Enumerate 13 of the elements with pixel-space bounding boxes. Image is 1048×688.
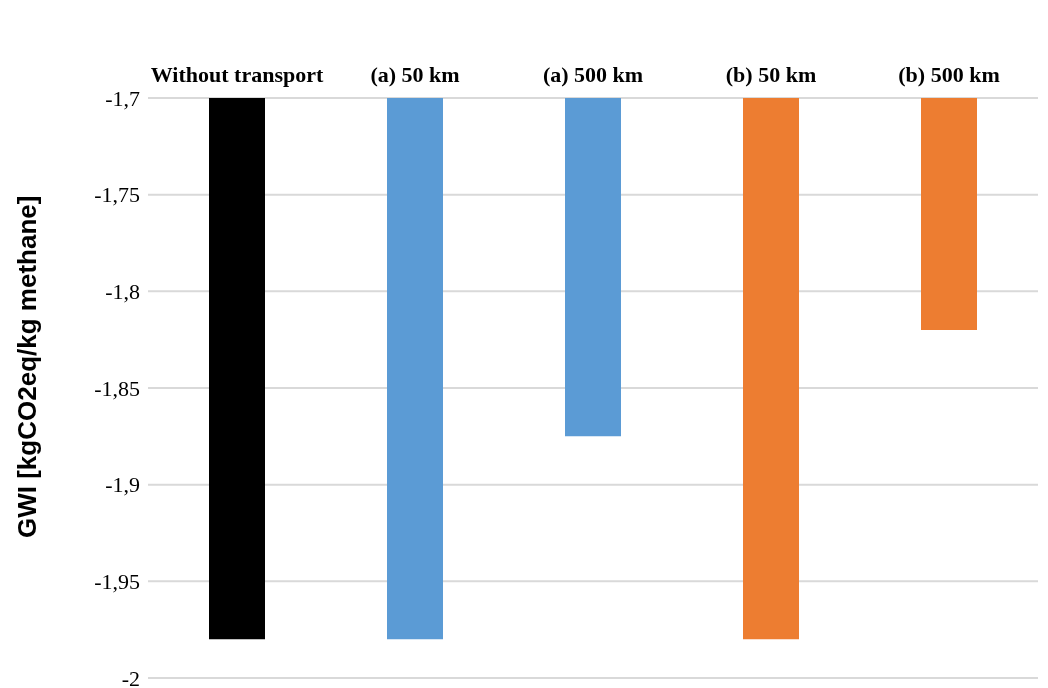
y-axis-title: GWI [kgCO2eq/kg methane] [12, 195, 43, 538]
y-tick-label: -1,9 [105, 472, 140, 498]
x-tick-label: (b) 500 km [898, 62, 1000, 87]
x-tick-label: (a) 50 km [370, 62, 460, 87]
y-tick-label: -1,75 [94, 182, 140, 208]
y-tick-label: -2 [121, 665, 140, 688]
y-tick-label: -1,95 [94, 569, 140, 595]
x-tick-label: (b) 50 km [725, 62, 817, 87]
y-tick-label: -1,7 [105, 85, 140, 111]
x-tick-label: (a) 500 km [542, 62, 644, 87]
x-tick-label: Without transport [150, 62, 324, 87]
y-tick-label: -1,85 [94, 375, 140, 401]
y-tick-label: -1,8 [105, 279, 140, 305]
